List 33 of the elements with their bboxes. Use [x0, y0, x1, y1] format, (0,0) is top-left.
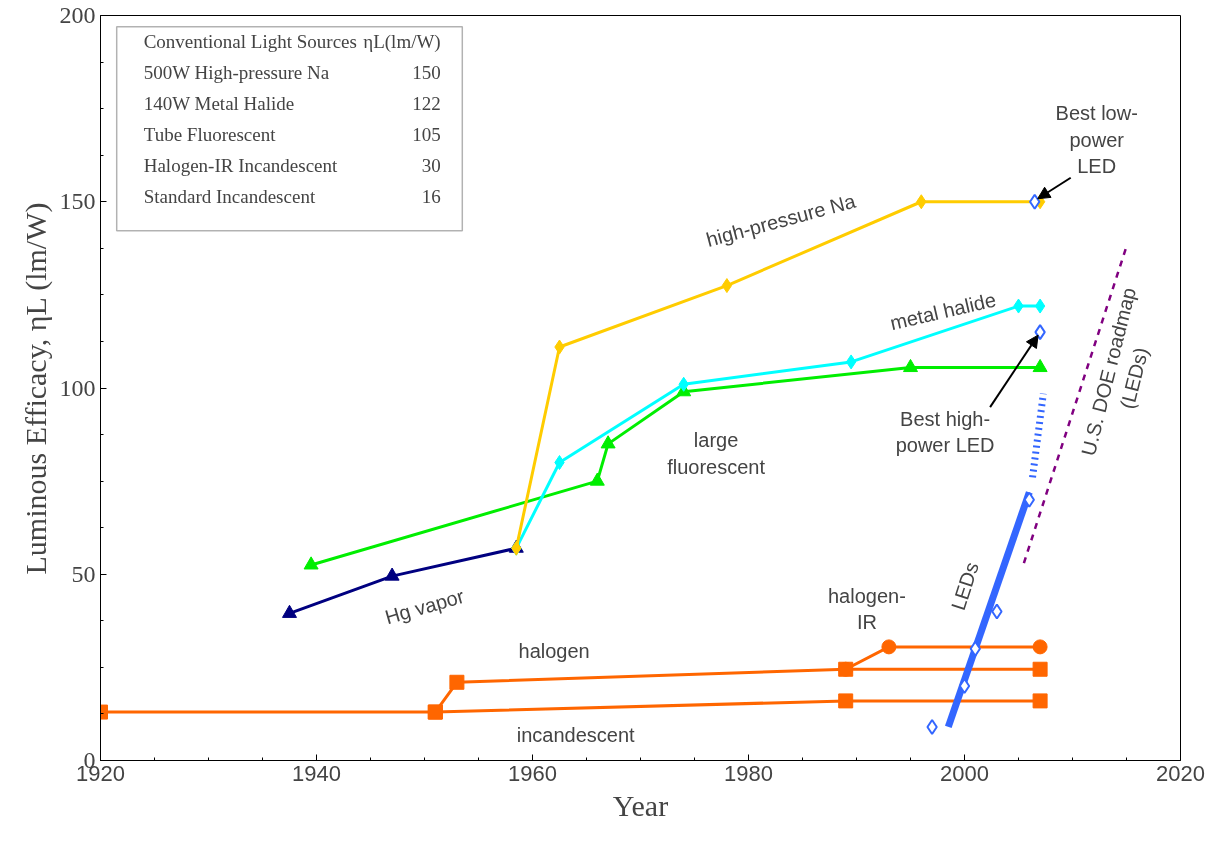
annotation: large fluorescent: [667, 429, 766, 478]
annotation: ηL(lm/W): [363, 31, 441, 54]
annotation: Best low- power LED: [1055, 102, 1138, 178]
annotation: Conventional Light Sources: [143, 31, 357, 53]
x-tick-label: 2000: [940, 760, 989, 786]
annotation: incandescent: [516, 724, 636, 747]
annotation: 150: [412, 61, 441, 83]
y-tick-label: 200: [59, 2, 96, 28]
x-axis-title: Year: [612, 788, 669, 822]
annotation: halogen: [518, 639, 590, 662]
annotation: metal halide: [887, 288, 998, 335]
annotation: halogen- IR: [827, 584, 906, 634]
x-tick-label: 2020: [1156, 760, 1205, 786]
y-tick-label: 150: [59, 188, 96, 215]
annotation: 30: [421, 154, 441, 176]
annotation: 140W Metal Halide: [143, 92, 295, 114]
annotation: U.S. DOE roadmap (LEDs): [1076, 285, 1153, 458]
x-tick-label: 1980: [724, 760, 773, 786]
annotation: Standard Incandescent: [143, 185, 316, 207]
annotation: 16: [421, 185, 441, 207]
annotation: LEDs: [946, 559, 983, 613]
annotation: 500W High-pressure Na: [143, 61, 330, 83]
annotation: 105: [412, 123, 441, 145]
annotation: 122: [412, 92, 441, 114]
y-tick-label: 100: [59, 374, 96, 401]
annotation: Tube Fluorescent: [143, 123, 277, 145]
x-tick-label: 1960: [508, 760, 557, 786]
y-axis-title: Luminous Efficacy, ηL (lm/W): [18, 202, 53, 575]
annotation: Best high- power LED: [895, 407, 995, 457]
x-tick-label: 1940: [292, 760, 341, 786]
annotation: Halogen-IR Incandescent: [143, 154, 339, 176]
annotation: Hg vapor: [382, 584, 467, 629]
y-tick-label: 50: [71, 560, 96, 587]
